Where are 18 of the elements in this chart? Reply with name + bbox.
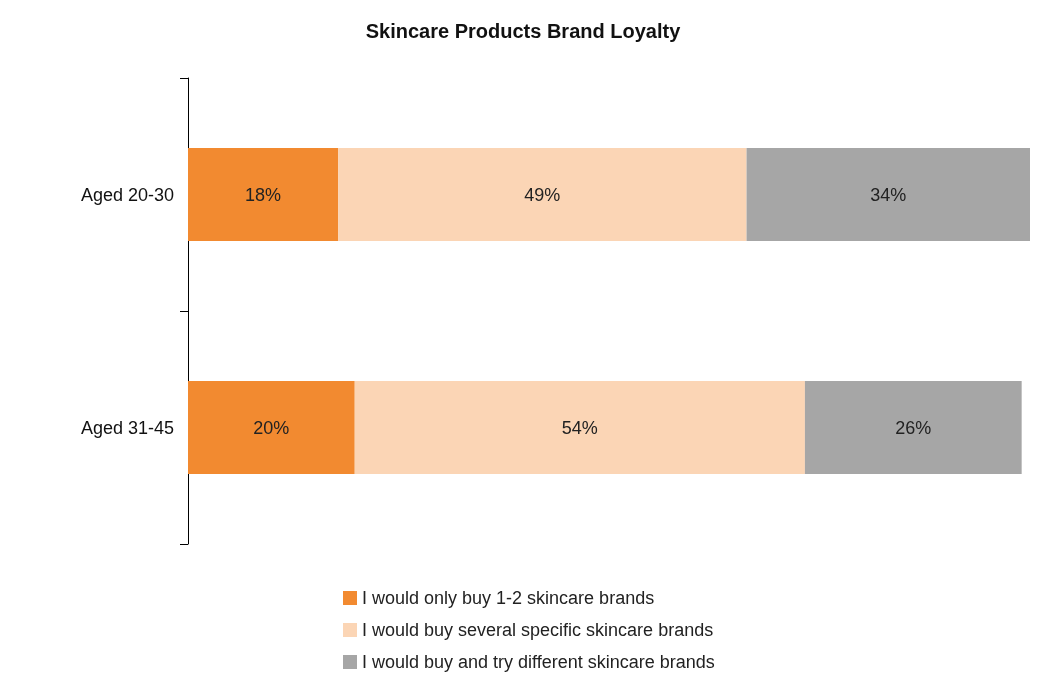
data-label: 26% xyxy=(895,417,932,438)
y-tick-label: Aged 31-45 xyxy=(80,417,174,438)
bar xyxy=(354,380,805,475)
legend-label: I would buy several specific skincare brands xyxy=(362,620,714,640)
data-label: 34% xyxy=(870,184,907,205)
bar xyxy=(188,147,339,242)
bar xyxy=(804,380,1022,475)
bar xyxy=(746,147,1030,242)
chart-title: Skincare Products Brand Loyalty xyxy=(365,20,682,42)
legend-label: I would only buy 1-2 skincare brands xyxy=(362,588,655,608)
bar xyxy=(338,147,747,242)
y-tick-label: Aged 20-30 xyxy=(80,184,174,205)
data-label: 18% xyxy=(245,184,282,205)
data-label: 20% xyxy=(253,417,290,438)
legend-label: I would buy and try different skincare brands xyxy=(362,652,715,672)
data-label: 54% xyxy=(561,417,598,438)
bar xyxy=(188,380,355,475)
data-label: 49% xyxy=(524,184,561,205)
